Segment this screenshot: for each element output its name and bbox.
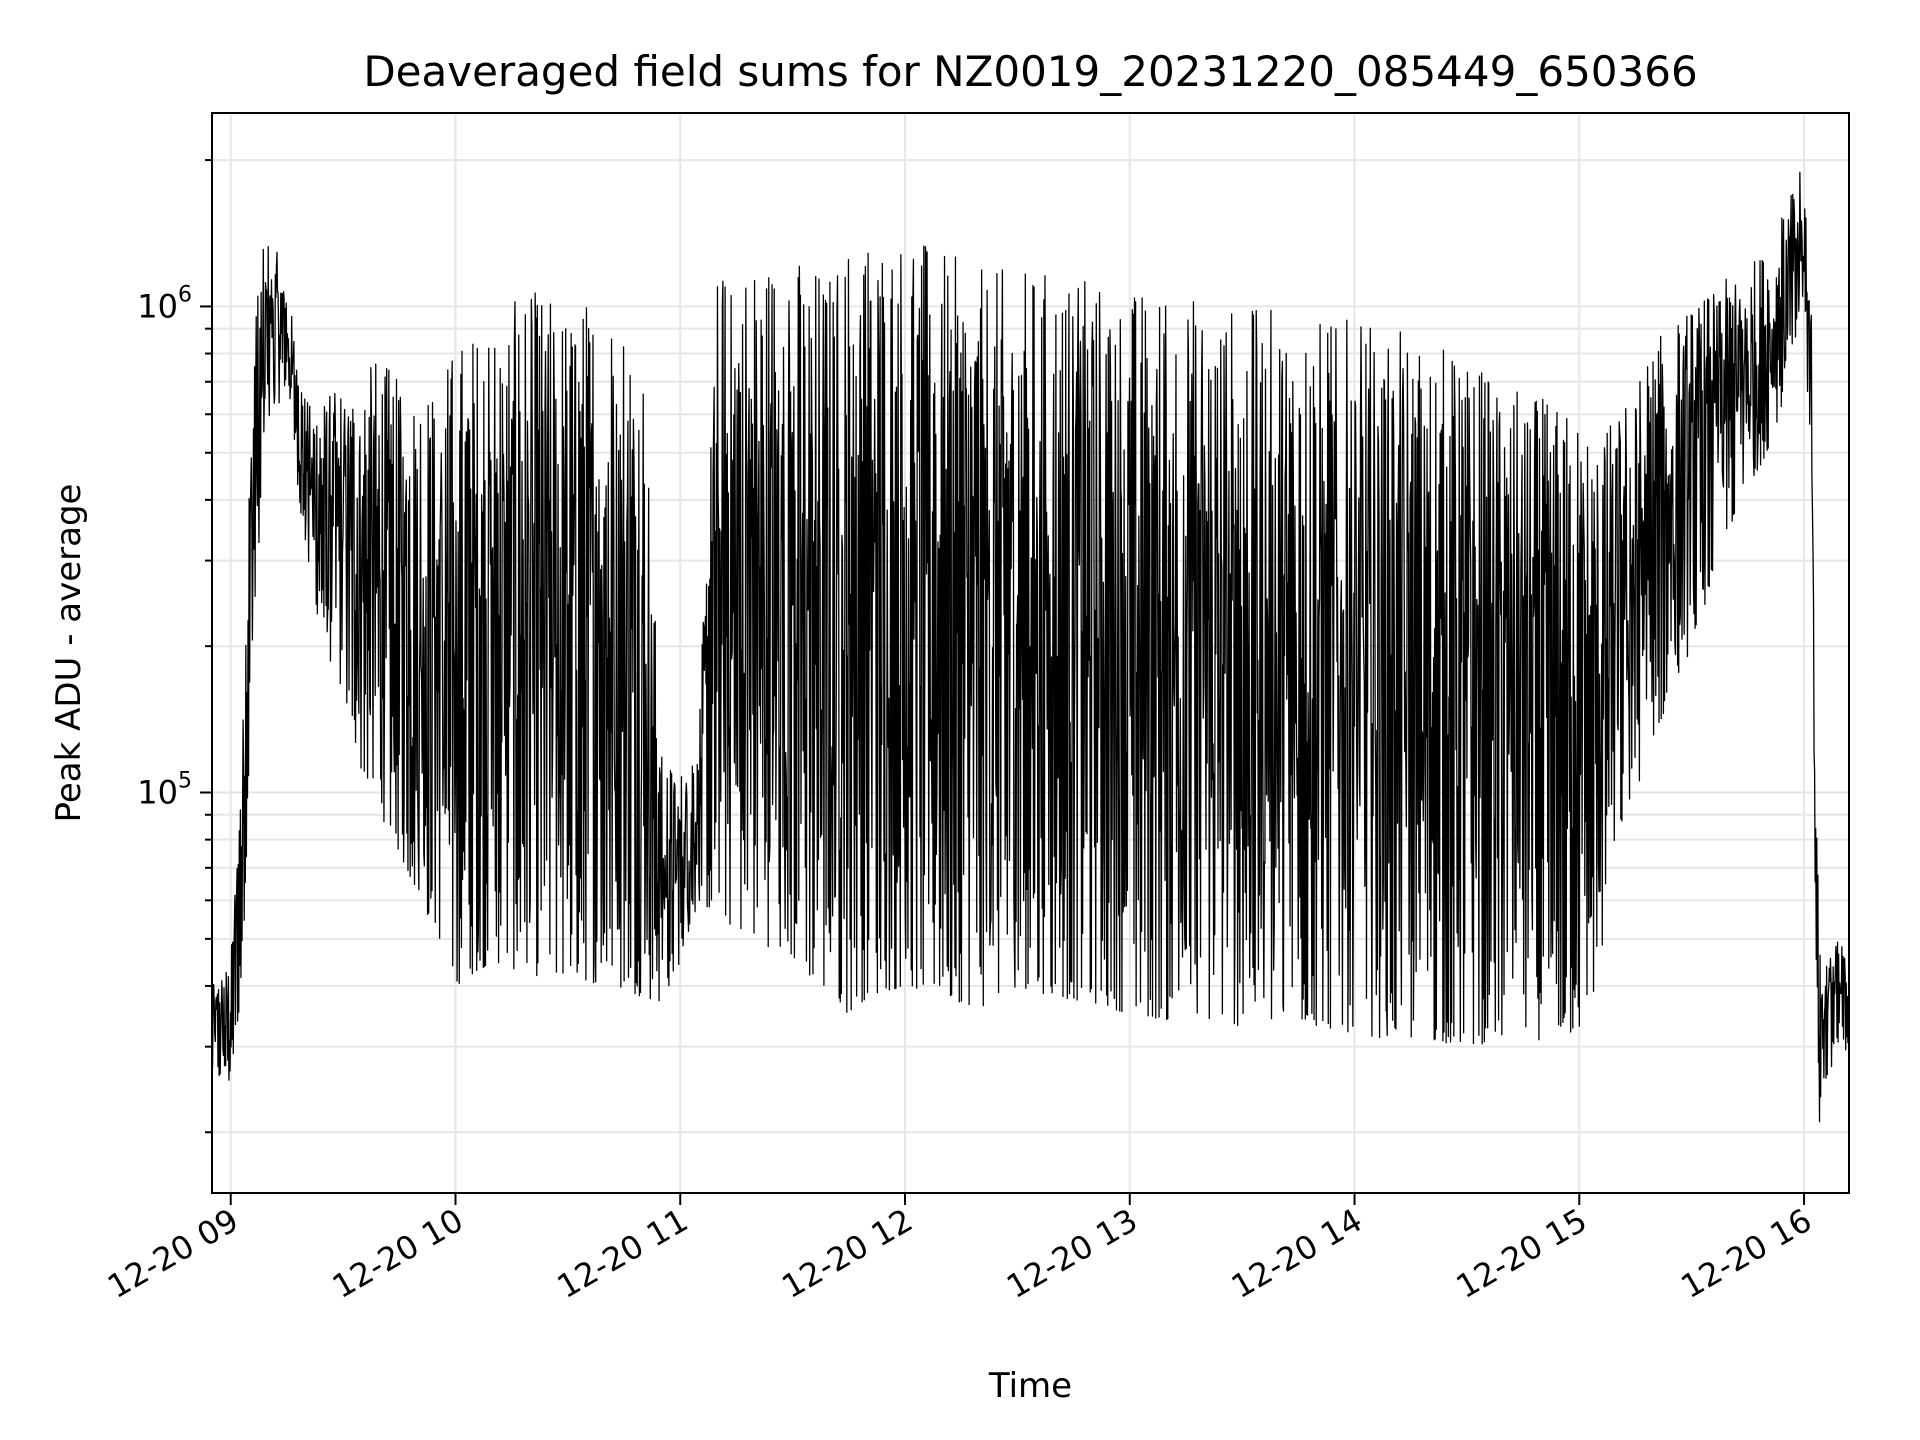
y-axis-label: Peak ADU - average bbox=[49, 484, 89, 823]
series-layer bbox=[211, 171, 1850, 1123]
plot-frame bbox=[211, 112, 1850, 1194]
y-tick-label: 105 bbox=[137, 769, 192, 812]
y-tick-base: 10 bbox=[137, 774, 178, 812]
series-line bbox=[211, 171, 1850, 1123]
y-tick-label: 106 bbox=[137, 282, 192, 325]
x-axis-label: Time bbox=[988, 1366, 1072, 1406]
chart-title: Deaveraged field sums for NZ0019_2023122… bbox=[363, 47, 1697, 96]
y-tick-exponent: 6 bbox=[178, 282, 192, 307]
y-tick-exponent: 5 bbox=[178, 769, 192, 794]
y-tick-base: 10 bbox=[137, 287, 178, 325]
